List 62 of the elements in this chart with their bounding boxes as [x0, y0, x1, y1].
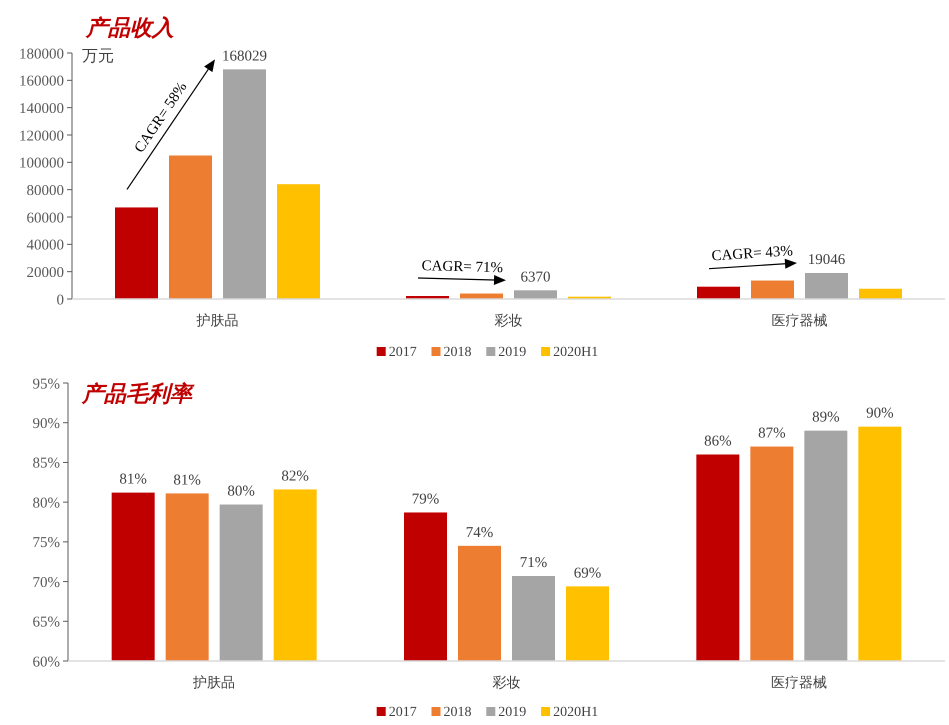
- bar: [751, 280, 794, 299]
- legend-label: 2018: [444, 345, 472, 360]
- data-label: 90%: [866, 406, 894, 422]
- legend-label: 2020H1: [553, 705, 598, 720]
- y-tick-label: 60000: [26, 210, 64, 226]
- data-label: 81%: [173, 472, 201, 488]
- data-label: 74%: [466, 524, 494, 541]
- annotation: CAGR= 43%: [711, 243, 794, 264]
- bar: [223, 69, 266, 299]
- bar: [277, 184, 320, 299]
- data-label: 19046: [808, 252, 846, 268]
- x-tick-label: 医疗器械: [770, 675, 827, 691]
- y-tick-label: 75%: [32, 535, 60, 552]
- y-tick-label: 160000: [19, 74, 64, 90]
- y-tick-label: 120000: [19, 128, 64, 144]
- data-label: 71%: [520, 555, 548, 572]
- data-label: 80%: [227, 484, 255, 500]
- data-label: 168029: [222, 48, 267, 64]
- bar: [169, 156, 212, 299]
- y-tick-label: 65%: [32, 614, 60, 631]
- y-tick-label: 95%: [32, 376, 60, 392]
- chart-title: 产品毛利率: [81, 381, 195, 406]
- y-tick-label: 90%: [32, 416, 60, 432]
- data-label: 87%: [758, 426, 786, 442]
- x-tick-label: 医疗器械: [772, 313, 828, 329]
- y-tick-label: 60%: [32, 654, 60, 670]
- y-tick-label: 100000: [19, 156, 64, 172]
- bar: [859, 288, 902, 299]
- bar: [697, 286, 740, 299]
- data-label: 82%: [281, 468, 309, 484]
- x-tick-label: 彩妆: [492, 675, 520, 691]
- y-tick-label: 80%: [32, 495, 60, 512]
- legend-label: 2018: [444, 705, 472, 720]
- data-label: 6370: [520, 269, 550, 286]
- chart-title: 产品收入: [85, 15, 174, 40]
- x-tick-label: 护肤品: [196, 313, 238, 329]
- legend-label: 2019: [498, 345, 526, 360]
- legend-label: 2017: [388, 705, 417, 720]
- data-label: 79%: [412, 491, 440, 508]
- y-tick-label: 70%: [32, 574, 60, 591]
- y-tick-label: 180000: [19, 46, 64, 62]
- bar: [460, 294, 503, 299]
- data-label: 86%: [704, 433, 732, 450]
- x-tick-label: 彩妆: [494, 313, 522, 329]
- y-tick-label: 140000: [19, 100, 64, 117]
- legend-label: 2020H1: [553, 345, 598, 360]
- bar: [805, 272, 848, 299]
- data-label: 69%: [574, 565, 602, 582]
- bar: [514, 290, 557, 299]
- y-axis-title: 万元: [82, 48, 114, 65]
- x-tick-label: 护肤品: [192, 675, 236, 691]
- legend-label: 2019: [498, 705, 526, 720]
- y-tick-label: 80000: [26, 182, 64, 199]
- legend-label: 2017: [388, 345, 417, 360]
- data-label: 81%: [119, 472, 147, 488]
- bar: [115, 207, 158, 299]
- y-tick-label: 0: [56, 292, 64, 308]
- y-tick-label: 85%: [32, 456, 60, 472]
- data-label: 89%: [812, 410, 840, 426]
- y-tick-label: 20000: [26, 264, 64, 281]
- annotation: CAGR= 71%: [421, 258, 504, 276]
- y-tick-label: 40000: [26, 238, 64, 254]
